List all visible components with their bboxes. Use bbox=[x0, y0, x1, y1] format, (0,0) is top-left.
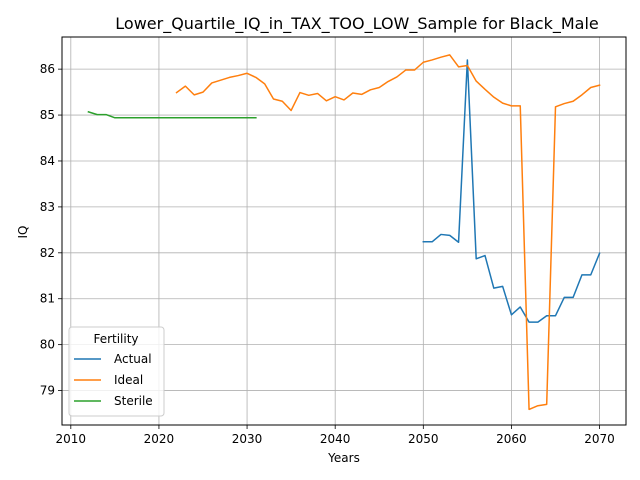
legend-label-actual: Actual bbox=[114, 352, 152, 366]
chart-title: Lower_Quartile_IQ_in_TAX_TOO_LOW_Sample … bbox=[115, 14, 598, 34]
y-tick-label: 86 bbox=[40, 62, 55, 76]
legend: Fertility Actual Ideal Sterile bbox=[68, 326, 165, 417]
y-axis: 79 80 81 82 83 84 85 86 bbox=[40, 62, 62, 398]
y-tick-label: 85 bbox=[40, 108, 55, 122]
x-tick-label: 2070 bbox=[584, 432, 615, 446]
y-tick-label: 81 bbox=[40, 292, 55, 306]
y-tick-label: 83 bbox=[40, 200, 55, 214]
x-tick-label: 2050 bbox=[408, 432, 439, 446]
y-tick-label: 82 bbox=[40, 246, 55, 260]
legend-title: Fertility bbox=[93, 332, 138, 346]
y-axis-label: IQ bbox=[16, 226, 30, 239]
series-line-actual bbox=[422, 59, 601, 323]
x-axis-label: Years bbox=[327, 451, 360, 465]
y-tick-label: 84 bbox=[40, 154, 55, 168]
x-tick-label: 2040 bbox=[320, 432, 351, 446]
plot-area bbox=[61, 36, 627, 426]
legend-label-sterile: Sterile bbox=[114, 394, 153, 408]
series-line-ideal bbox=[175, 54, 601, 411]
x-tick-label: 2060 bbox=[496, 432, 527, 446]
legend-box bbox=[68, 326, 165, 417]
grid-lines bbox=[62, 37, 626, 425]
y-tick-label: 79 bbox=[40, 384, 55, 398]
x-tick-label: 2020 bbox=[144, 432, 175, 446]
y-tick-label: 80 bbox=[40, 338, 55, 352]
x-tick-label: 2030 bbox=[232, 432, 263, 446]
legend-entries: Actual Ideal Sterile bbox=[74, 352, 153, 408]
x-tick-label: 2010 bbox=[56, 432, 87, 446]
series-line-sterile bbox=[87, 110, 257, 119]
legend-label-ideal: Ideal bbox=[114, 373, 143, 387]
series-layer bbox=[87, 54, 601, 411]
x-axis: 2010 2020 2030 2040 2050 2060 2070 bbox=[56, 425, 615, 446]
